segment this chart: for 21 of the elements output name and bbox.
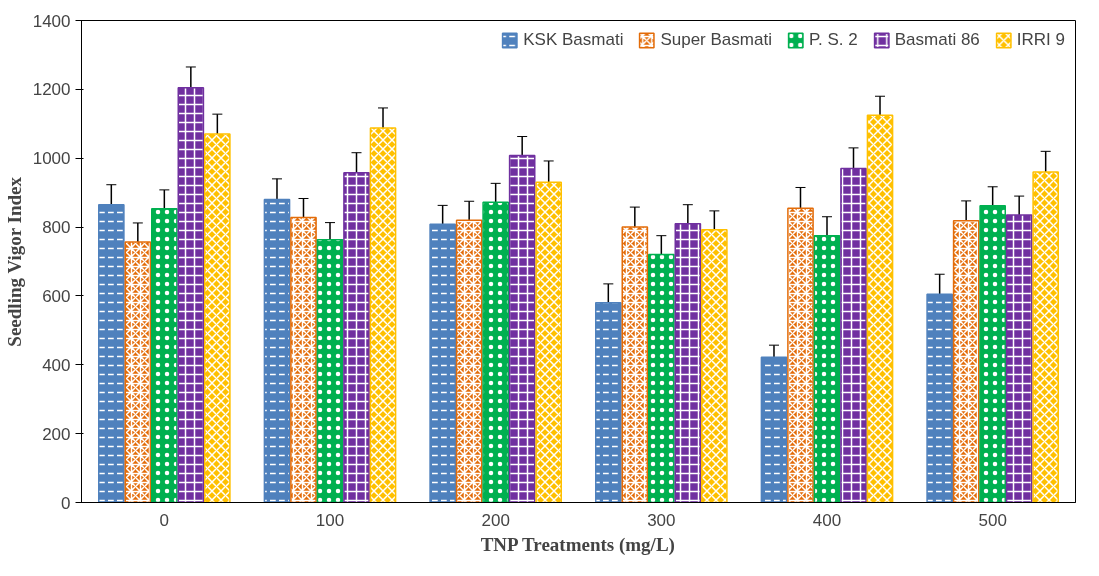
y-tick-label: 800 [42,218,71,238]
legend-label: IRRI 9 [1016,30,1065,50]
y-tick-label: 1000 [32,149,71,169]
y-tick-label: 200 [42,424,71,444]
x-axis-title: TNP Treatments (mg/L) [480,533,675,556]
y-tick-label: 600 [42,286,71,306]
y-tick-label: 400 [42,355,71,375]
x-tick-label: 300 [647,510,676,530]
y-tick-label: 0 [61,493,71,513]
x-tick-label: 400 [812,510,842,530]
legend-label: KSK Basmati [523,30,624,50]
x-tick-label: 500 [978,510,1007,530]
legend-label: Basmati 86 [894,30,980,50]
legend-label: P. S. 2 [808,30,858,50]
legend-label: Super Basmati [660,30,772,50]
x-tick-label: 200 [481,510,510,530]
y-axis-title: Seedling Vigor Index [3,176,25,347]
x-tick-label: 0 [159,510,170,530]
y-tick-label: 1400 [32,11,71,31]
x-tick-label: 100 [315,510,345,530]
y-tick-label: 1200 [32,80,71,100]
